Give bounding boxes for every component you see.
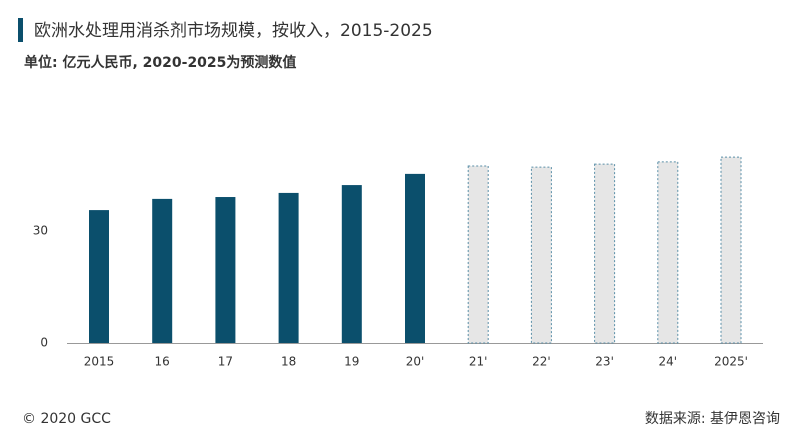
x-tick-label: 20' <box>406 355 425 369</box>
chart-title: 欧洲水处理用消杀剂市场规模，按收入，2015-2025 <box>34 21 433 41</box>
x-tick-label: 23' <box>595 355 614 369</box>
bar <box>152 198 173 343</box>
x-tick-label: 18 <box>281 355 296 369</box>
bar <box>657 161 679 344</box>
x-tick-label: 16 <box>155 355 170 369</box>
x-tick-label: 24' <box>659 355 678 369</box>
bar <box>89 210 109 343</box>
y-tick-label: 0 <box>40 336 48 350</box>
x-tick-label: 2015 <box>84 355 115 369</box>
source: 数据来源: 基伊恩咨询 <box>645 410 780 427</box>
bar <box>215 197 236 343</box>
chart-subtitle: 单位: 亿元人民币, 2020-2025为预测数值 <box>24 54 296 71</box>
x-tick-label: 22' <box>532 355 551 369</box>
title-accent <box>18 18 23 42</box>
x-tick-label: 21' <box>469 355 488 369</box>
x-tick-label: 19 <box>344 355 359 369</box>
bar <box>341 185 362 343</box>
bar <box>467 165 489 344</box>
bar <box>594 163 616 344</box>
bar <box>405 173 425 343</box>
bar <box>720 156 742 344</box>
copyright: © 2020 GCC <box>22 411 111 427</box>
x-tick-label: 17 <box>218 355 233 369</box>
y-tick-label: 30 <box>33 224 48 238</box>
bar <box>530 166 552 344</box>
bar <box>278 192 299 343</box>
x-tick-label: 2025' <box>714 355 748 369</box>
